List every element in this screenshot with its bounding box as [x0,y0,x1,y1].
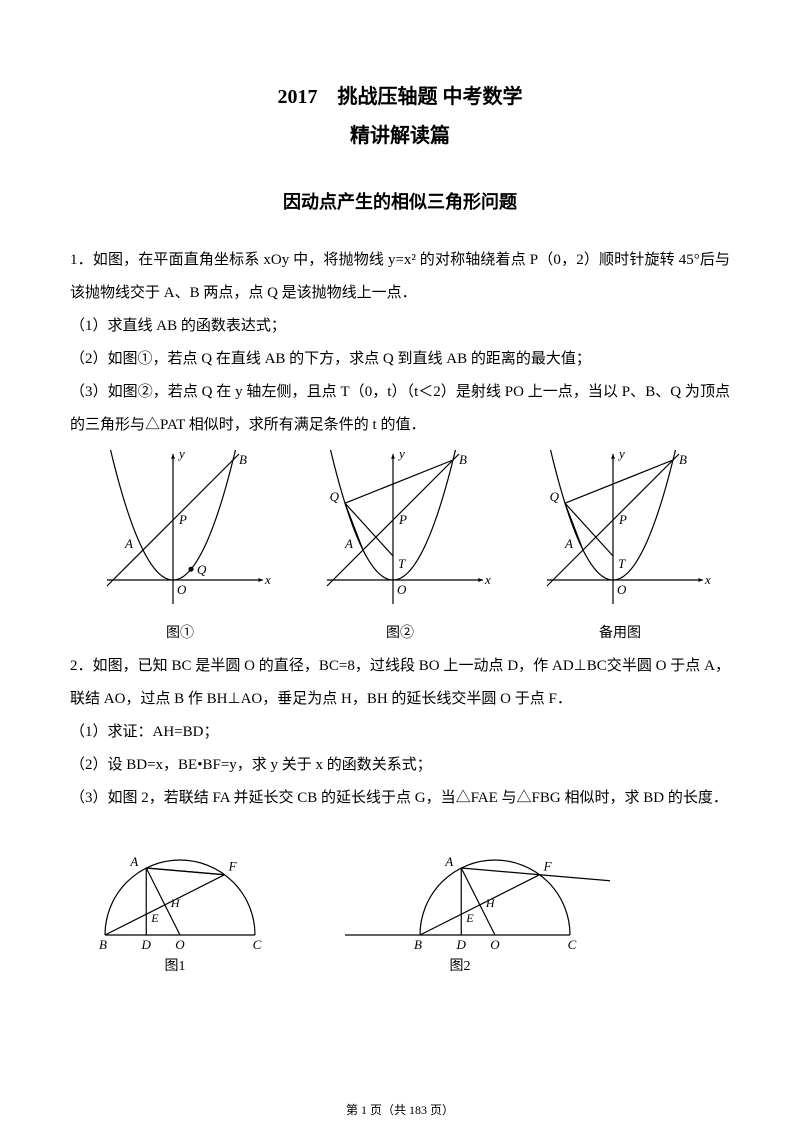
svg-text:E: E [150,911,159,925]
q1-part3: （3）如图②，若点 Q 在 y 轴左侧，且点 T（0，t）（t＜2）是射线 PO… [70,376,730,442]
q1-fig1: x y O A B P Q [88,450,273,620]
q2-fig1-col: B C O D A F HE 图1 [70,823,280,975]
q2-intro: 2．如图，已知 BC 是半圆 O 的直径，BC=8，过线段 BO 上一动点 D，… [70,650,730,716]
svg-text:x: x [484,572,491,587]
svg-text:O: O [177,582,187,597]
svg-text:B: B [679,452,687,467]
svg-text:O: O [617,582,627,597]
svg-text:O: O [490,937,500,952]
q1-intro: 1．如图，在平面直角坐标系 xOy 中，将抛物线 y=x² 的对称轴绕着点 P（… [70,244,730,310]
svg-text:B: B [414,937,422,952]
q1-fig3-label: 备用图 [510,622,730,642]
svg-text:H: H [170,896,181,910]
q1-part1: （1）求直线 AB 的函数表达式； [70,310,730,343]
q1-fig3-col: x y O A B P Q T 备用图 [510,450,730,642]
q1-fig1-label: 图① [70,622,290,642]
svg-text:B: B [459,452,467,467]
svg-text:B: B [99,937,107,952]
svg-text:F: F [228,859,238,874]
q2-fig1-label: 图1 [70,955,280,975]
svg-text:D: D [141,937,152,952]
q2-part3: （3）如图 2，若联结 FA 并延长交 CB 的延长线于点 G，当△FAE 与△… [70,782,730,815]
svg-text:P: P [618,512,627,527]
q1-fig2-col: x y O A B P Q T 图② [290,450,510,642]
q2-figures: BCODAFHE 图1 GBCODAFHE 图2 [70,823,730,975]
q1-fig2: x y O A B P Q T [308,450,493,620]
svg-text:A: A [444,854,453,869]
q1-part2: （2）如图①，若点 Q 在直线 AB 的下方，求点 Q 到直线 AB 的距离的最… [70,343,730,376]
svg-text:H: H [485,896,496,910]
q2-fig2-col: GBCODAFHE 图2 [310,823,610,975]
q2-fig2: GBCODAFHE [310,823,610,953]
svg-text:x: x [704,572,711,587]
svg-text:Q: Q [549,489,559,504]
q1-fig1-col: x y O A B P Q 图① [70,450,290,642]
svg-text:O: O [175,937,185,952]
q2-part2: （2）设 BD=x，BE•BF=y，求 y 关于 x 的函数关系式； [70,749,730,782]
svg-text:B: B [239,452,247,467]
svg-text:F: F [543,859,553,874]
q2-fig2-label: 图2 [310,955,610,975]
title-main: 2017 挑战压轴题 中考数学 [70,80,730,109]
q1-figures: x y O A B P Q 图① x y O A B P Q T 图② x y O A B P Q T 备用图 [70,450,730,642]
q1-fig2-label: 图② [290,622,510,642]
svg-text:Q: Q [329,489,339,504]
svg-text:x: x [264,572,271,587]
svg-text:C: C [253,937,262,952]
q2-part1: （1）求证：AH=BD； [70,716,730,749]
q1-fig3: x y O A B P Q T [528,450,713,620]
svg-text:A: A [344,536,353,551]
title-sub: 精讲解读篇 [70,119,730,148]
q2-fig1: B C O D A F HE [70,823,280,953]
svg-text:O: O [397,582,407,597]
svg-text:y: y [617,450,625,461]
svg-text:A: A [129,854,138,869]
svg-text:D: D [456,937,467,952]
svg-text:A: A [564,536,573,551]
svg-text:P: P [178,512,187,527]
svg-text:A: A [124,536,133,551]
page: 2017 挑战压轴题 中考数学 精讲解读篇 因动点产生的相似三角形问题 1．如图… [0,0,800,1132]
svg-text:Q: Q [197,562,207,577]
svg-text:T: T [618,556,626,571]
section-heading: 因动点产生的相似三角形问题 [70,188,730,214]
svg-text:C: C [568,937,577,952]
svg-text:P: P [398,512,407,527]
page-footer: 第 1 页（共 183 页） [0,1101,800,1118]
svg-text:y: y [397,450,405,461]
svg-text:y: y [177,450,185,461]
svg-text:E: E [465,911,474,925]
svg-text:T: T [398,556,406,571]
